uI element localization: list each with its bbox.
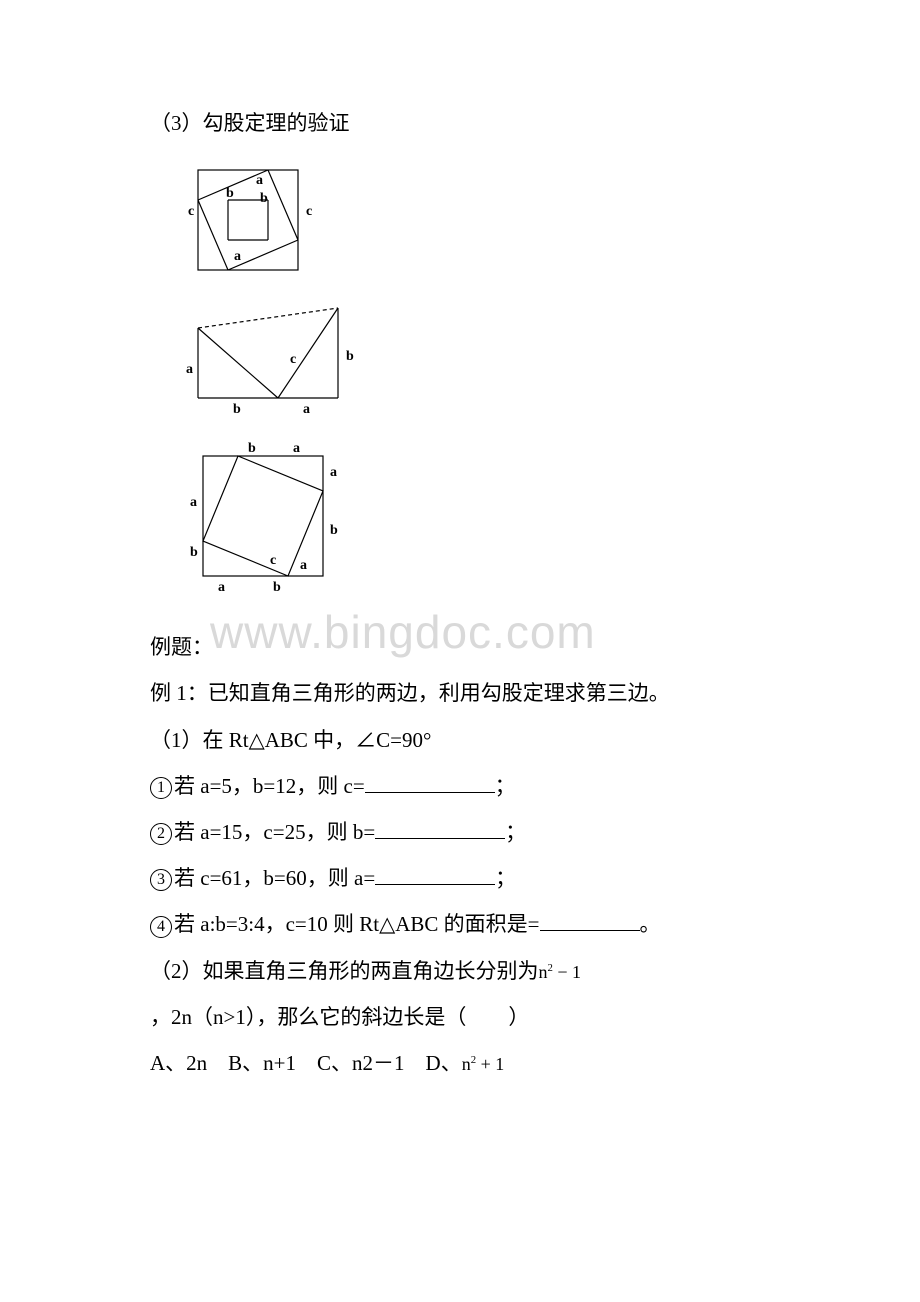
q1-post: ； [495,774,516,798]
svg-text:c: c [188,204,194,219]
pythagoras-proof-1: a a b b c c [178,160,328,280]
option-a: A、2n [150,1051,228,1075]
option-d-pre: D、 [426,1051,462,1075]
ex1-2-pre: （2）如果直角三角形的两直角边长分别为 [150,959,539,983]
option-b: B、n+1 [228,1051,317,1075]
diagram-3: b a a b b a a b c a [178,436,770,606]
example-1-part2b: ，2n（n>1），那么它的斜边长是（ ） [150,994,770,1040]
q3-blank [375,864,495,885]
q1-pre: 若 a=5，b=12，则 c= [174,774,365,798]
q2-pre: 若 a=15，c=25，则 b= [174,820,375,844]
svg-text:c: c [306,204,312,219]
q4-post: 。 [640,912,661,936]
math-n2p1: n2 + 1 [462,1054,505,1074]
svg-text:b: b [330,523,338,538]
svg-text:a: a [218,580,225,595]
question-1: 1若 a=5，b=12，则 c= ； [150,763,770,809]
svg-text:c: c [270,553,276,568]
example-1-part1: （1）在 Rt△ABC 中，∠C=90° [150,717,770,763]
section-heading: （3）勾股定理的验证 [150,100,770,146]
pythagoras-proof-2: a b a b c [178,298,358,418]
pythagoras-proof-3: b a a b b a a b c a [178,436,348,606]
question-2: 2若 a=15，c=25，则 b= ； [150,809,770,855]
svg-text:a: a [256,173,263,188]
circled-2: 2 [150,823,172,845]
svg-text:a: a [186,362,193,377]
question-4: 4若 a:b=3:4，c=10 则 Rt△ABC 的面积是= 。 [150,901,770,947]
svg-text:a: a [300,558,307,573]
q4-blank [540,910,640,931]
svg-text:b: b [346,349,354,364]
examples-label: 例题： [150,624,770,670]
svg-text:a: a [234,249,241,264]
svg-text:b: b [248,441,256,456]
svg-text:b: b [226,186,234,201]
svg-text:b: b [190,545,198,560]
circled-1: 1 [150,777,172,799]
q3-pre: 若 c=61，b=60，则 a= [174,866,375,890]
option-c: C、n2－1 [317,1051,426,1075]
svg-text:b: b [233,402,241,417]
svg-text:a: a [190,495,197,510]
svg-text:b: b [260,191,268,206]
example-1-part2a: （2）如果直角三角形的两直角边长分别为n2 − 1 [150,948,770,994]
circled-3: 3 [150,869,172,891]
q2-post: ； [505,820,526,844]
svg-text:b: b [273,580,281,595]
svg-text:a: a [303,402,310,417]
circled-4: 4 [150,916,172,938]
question-3: 3若 c=61，b=60，则 a= ； [150,855,770,901]
q2-blank [375,818,505,839]
math-n2-1: n2 − 1 [539,962,582,982]
svg-text:c: c [290,352,296,367]
q3-post: ； [495,866,516,890]
q1-blank [365,772,495,793]
example-1-title: 例 1：已知直角三角形的两边，利用勾股定理求第三边。 [150,670,770,716]
options-line: A、2n B、n+1 C、n2－1 D、n2 + 1 [150,1040,770,1086]
svg-text:a: a [330,465,337,480]
diagram-2: a b a b c [178,298,770,418]
q4-pre: 若 a:b=3:4，c=10 则 Rt△ABC 的面积是= [174,912,540,936]
svg-text:a: a [293,441,300,456]
diagram-1: a a b b c c [178,160,770,280]
